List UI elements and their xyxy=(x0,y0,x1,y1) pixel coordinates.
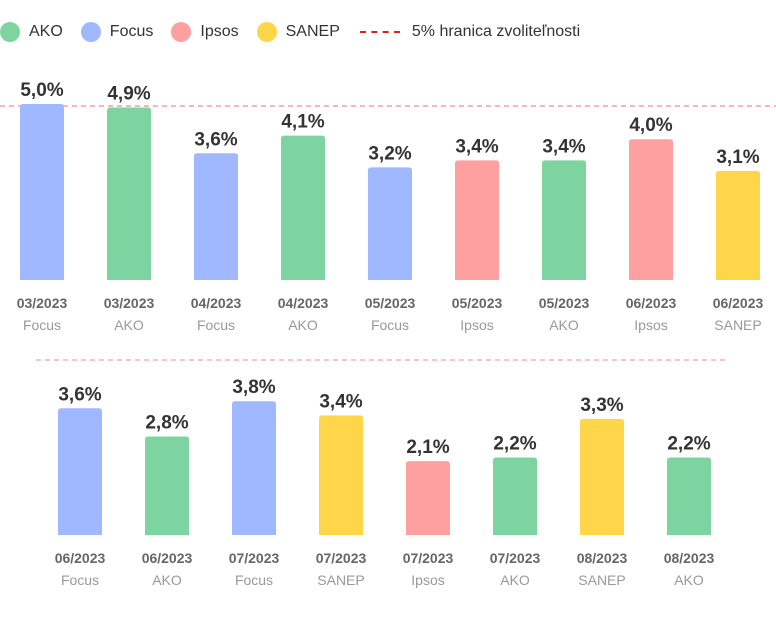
bar-focus xyxy=(194,153,238,280)
date-tick-label: 05/2023 xyxy=(365,295,416,311)
legend-label-threshold: 5% hranica zvoliteľnosti xyxy=(411,23,581,40)
date-tick-label: 03/2023 xyxy=(17,295,68,311)
agency-tick-label: Ipsos xyxy=(634,317,667,333)
bar-sanep xyxy=(580,418,624,535)
date-tick-label: 07/2023 xyxy=(229,550,280,566)
value-label: 3,3% xyxy=(580,395,623,416)
bar-ipsos xyxy=(406,461,450,535)
bar-ako xyxy=(281,135,325,280)
value-label: 2,8% xyxy=(145,412,188,433)
agency-tick-label: Focus xyxy=(61,572,99,588)
agency-tick-label: AKO xyxy=(152,572,182,588)
legend-swatch-sanep xyxy=(256,22,277,42)
value-label: 4,9% xyxy=(107,84,150,105)
legend-item-ipsos: Ipsos xyxy=(171,22,239,42)
agency-tick-label: Focus xyxy=(235,572,273,588)
legend-label-ipsos: Ipsos xyxy=(200,23,239,40)
agency-tick-label: Focus xyxy=(371,317,409,333)
bar-ako xyxy=(107,107,151,281)
value-label: 4,1% xyxy=(281,112,324,133)
value-label: 3,4% xyxy=(455,136,498,157)
agency-tick-label: SANEP xyxy=(578,572,625,588)
agency-tick-label: AKO xyxy=(288,317,318,333)
date-tick-label: 07/2023 xyxy=(490,550,541,566)
value-label: 3,6% xyxy=(58,384,101,405)
bar-ipsos xyxy=(455,160,499,280)
value-label: 3,4% xyxy=(319,391,362,412)
agency-tick-label: Ipsos xyxy=(411,572,444,588)
value-label: 4,0% xyxy=(629,115,672,136)
date-tick-label: 08/2023 xyxy=(577,550,628,566)
legend-item-sanep: SANEP xyxy=(256,22,340,42)
date-tick-label: 03/2023 xyxy=(104,295,155,311)
bar-focus xyxy=(20,104,64,280)
agency-tick-label: AKO xyxy=(549,317,579,333)
date-tick-label: 04/2023 xyxy=(191,295,242,311)
value-label: 2,2% xyxy=(667,434,710,455)
bar-sanep xyxy=(319,415,363,535)
date-tick-label: 08/2023 xyxy=(664,550,715,566)
value-label: 5,0% xyxy=(20,80,63,101)
value-label: 2,1% xyxy=(406,437,449,458)
chart-legend: AKO Focus Ipsos SANEP 5% hranica zvolite… xyxy=(0,20,598,44)
agency-tick-label: SANEP xyxy=(317,572,364,588)
chart-panel-2: 3,6% 06/2023 Focus 2,8% 06/2023 AKO 3,8% 07/202… xyxy=(36,359,728,588)
value-label: 3,1% xyxy=(716,147,759,168)
date-tick-label: 07/2023 xyxy=(403,550,454,566)
value-label: 3,4% xyxy=(542,136,585,157)
bar-ako xyxy=(145,436,189,535)
value-label: 3,6% xyxy=(194,129,237,150)
date-tick-label: 06/2023 xyxy=(713,295,764,311)
agency-tick-label: Focus xyxy=(197,317,235,333)
value-label: 3,2% xyxy=(368,143,411,164)
legend-item-threshold: 5% hranica zvoliteľnosti xyxy=(358,23,580,41)
legend-item-ako: AKO xyxy=(0,22,63,42)
agency-tick-label: SANEP xyxy=(714,317,761,333)
agency-tick-label: Ipsos xyxy=(460,317,493,333)
agency-tick-label: AKO xyxy=(114,317,144,333)
legend-label-sanep: SANEP xyxy=(285,23,340,40)
legend-swatch-focus xyxy=(80,22,101,42)
legend-label-focus: Focus xyxy=(109,23,154,40)
value-label: 3,8% xyxy=(232,377,275,398)
date-tick-label: 07/2023 xyxy=(316,550,367,566)
bar-ako xyxy=(667,457,711,535)
value-label: 2,2% xyxy=(493,434,536,455)
bar-ipsos xyxy=(629,139,673,280)
date-tick-label: 06/2023 xyxy=(626,295,677,311)
bar-focus xyxy=(368,167,412,280)
date-tick-label: 04/2023 xyxy=(278,295,329,311)
date-tick-label: 06/2023 xyxy=(55,550,106,566)
bar-focus xyxy=(58,408,102,535)
chart-panel-1: 5,0% 03/2023 Focus 4,9% 03/2023 AKO 3,6% 04/202… xyxy=(0,80,776,333)
legend-swatch-ako xyxy=(0,22,20,42)
date-tick-label: 06/2023 xyxy=(142,550,193,566)
bar-focus xyxy=(232,401,276,535)
agency-tick-label: AKO xyxy=(500,572,530,588)
bar-ako xyxy=(542,160,586,280)
legend-threshold-line xyxy=(359,31,400,33)
legend-item-focus: Focus xyxy=(80,22,154,42)
date-tick-label: 05/2023 xyxy=(539,295,590,311)
bar-sanep xyxy=(716,170,760,280)
bar-ako xyxy=(493,457,537,535)
agency-tick-label: Focus xyxy=(23,317,61,333)
date-tick-label: 05/2023 xyxy=(452,295,503,311)
legend-swatch-ipsos xyxy=(171,22,192,42)
legend-label-ako: AKO xyxy=(29,23,63,40)
agency-tick-label: AKO xyxy=(674,572,704,588)
